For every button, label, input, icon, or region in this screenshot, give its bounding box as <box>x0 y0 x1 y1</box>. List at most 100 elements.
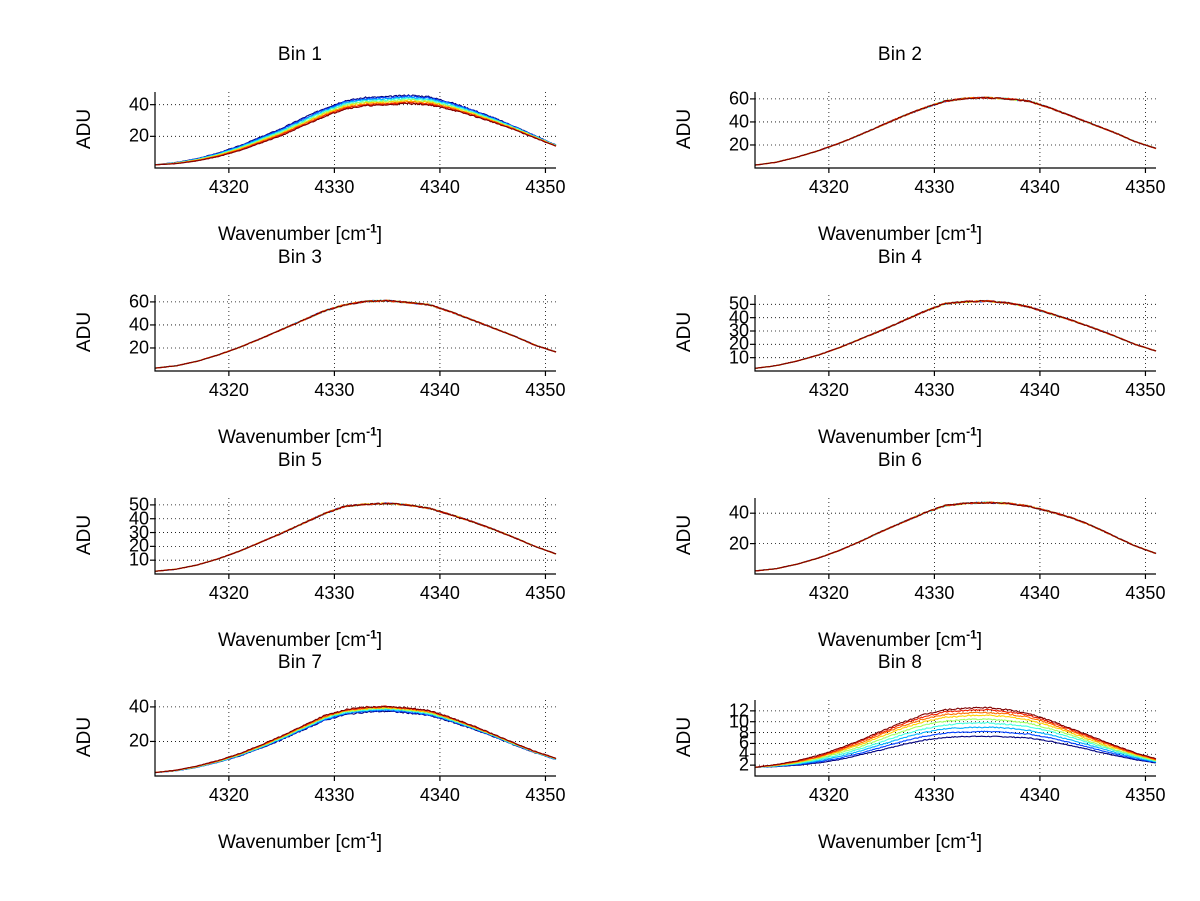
data-curve <box>154 502 557 572</box>
plot-area <box>150 295 557 376</box>
subplot-bin-2: Bin 2 ADU Wavenumber [cm-1] 4320 4330 4340 435… <box>600 40 1200 265</box>
x-axis-label-exponent: -1 <box>366 829 377 844</box>
subplot-bin-6: Bin 6 ADU Wavenumber [cm-1] 4320 4330 4340 435… <box>600 446 1200 671</box>
axes-area: ADU Wavenumber [cm-1] 4320 4330 4340 4350 20 40 <box>0 648 600 873</box>
subplot-title: Bin 8 <box>877 652 923 673</box>
subplot-bin-5: Bin 5 ADU Wavenumber [cm-1] 4320 4330 4340 435… <box>0 446 600 671</box>
x-tick-label: 4320 <box>208 380 249 400</box>
y-tick-label: 20 <box>128 535 149 556</box>
subplot-title: Bin 3 <box>277 247 323 268</box>
x-axis-label-bracket: ] <box>376 427 383 448</box>
x-tick-label: 4350 <box>1125 380 1166 400</box>
y-tick-label: 10 <box>128 549 149 570</box>
data-curve <box>154 299 557 369</box>
data-curve <box>754 96 1157 166</box>
data-curve <box>754 721 1157 768</box>
subplot-bin-8: Bin 8 ADU Wavenumber [cm-1] 4320 4330 4340 435… <box>600 648 1200 873</box>
data-curve <box>754 96 1157 166</box>
x-axis-label-text: Wavenumber [cm <box>817 630 967 651</box>
x-tick-label: 4330 <box>314 380 355 400</box>
x-axis-label-bracket: ] <box>976 832 983 853</box>
plot-area <box>150 700 557 781</box>
x-axis-label-bracket: ] <box>976 427 983 448</box>
x-axis-label: Wavenumber [cm-1] <box>0 629 600 652</box>
data-curve <box>154 502 557 572</box>
y-tick-label: 30 <box>728 320 749 341</box>
data-curve <box>754 96 1157 166</box>
y-tick-label: 30 <box>128 522 149 543</box>
data-curve <box>754 300 1157 370</box>
y-tick-label: 40 <box>128 508 149 529</box>
axes-area: ADU Wavenumber [cm-1] 4320 4330 4340 4350 20 40 <box>0 40 600 265</box>
data-curve <box>754 96 1157 166</box>
data-curve <box>154 705 557 774</box>
x-tick-label: 4350 <box>525 380 566 400</box>
x-tick-label: 4340 <box>419 785 460 805</box>
data-curve <box>754 501 1157 572</box>
data-curve <box>754 501 1157 572</box>
axis-lines <box>754 700 1156 777</box>
x-tick-label: 4320 <box>208 177 249 197</box>
data-curve <box>154 502 557 572</box>
axes-area: ADU Wavenumber [cm-1] 4320 4330 4340 4350 20 40… <box>600 40 1200 265</box>
data-curve <box>754 730 1157 768</box>
data-curve <box>154 502 557 572</box>
data-curve <box>754 299 1157 369</box>
axis-lines <box>754 92 1156 169</box>
data-curve <box>754 299 1157 370</box>
x-tick-label: 4330 <box>914 380 955 400</box>
x-axis-label-text: Wavenumber [cm <box>817 427 967 448</box>
data-curve <box>154 299 557 369</box>
data-curve <box>154 502 557 572</box>
x-tick-label: 4320 <box>808 177 849 197</box>
data-curve <box>754 96 1157 166</box>
y-tick-label: 50 <box>128 494 149 515</box>
axis-lines <box>154 498 556 575</box>
x-axis-label: Wavenumber [cm-1] <box>600 424 1200 449</box>
x-tick-label: 4340 <box>1019 380 1060 400</box>
x-tick-label: 4330 <box>914 177 955 197</box>
plot-area <box>750 700 1157 781</box>
axes-area: ADU Wavenumber [cm-1] 4320 4330 4340 4350 10 20… <box>600 243 1200 468</box>
y-tick-label: 10 <box>728 347 749 368</box>
data-curve <box>154 708 557 774</box>
x-tick-label: 4350 <box>1125 177 1166 197</box>
x-tick-label: 4350 <box>1125 583 1166 603</box>
data-curve <box>754 299 1157 369</box>
axis-lines <box>754 498 1156 575</box>
data-curve <box>754 299 1157 369</box>
data-curve <box>154 299 557 369</box>
plot-area <box>150 498 557 579</box>
x-axis-label-text: Wavenumber [cm <box>217 427 367 448</box>
x-axis-label-exponent: -1 <box>966 424 977 439</box>
y-tick-label: 10 <box>728 711 749 732</box>
y-tick-label: 20 <box>128 730 149 751</box>
data-curve <box>754 299 1157 369</box>
x-tick-label: 4340 <box>1019 177 1060 197</box>
x-axis-label-text: Wavenumber [cm <box>817 224 967 245</box>
data-curve <box>754 501 1157 572</box>
x-axis-label-exponent: -1 <box>366 221 377 236</box>
data-curve <box>754 299 1157 369</box>
axis-lines <box>154 92 556 169</box>
x-axis-label-text: Wavenumber [cm <box>217 832 367 853</box>
y-tick-label: 40 <box>128 94 149 115</box>
data-curve <box>154 299 557 369</box>
y-tick-label: 20 <box>728 533 749 554</box>
x-axis-label-bracket: ] <box>376 630 383 651</box>
data-curve <box>754 96 1157 166</box>
x-axis-label: Wavenumber [cm-1] <box>600 629 1200 652</box>
axis-lines <box>754 295 1156 372</box>
subplot-title: Bin 7 <box>277 652 323 673</box>
x-tick-label: 4340 <box>1019 785 1060 805</box>
data-curve <box>154 502 557 572</box>
data-curve <box>754 501 1157 572</box>
y-tick-label: 12 <box>728 700 749 721</box>
x-axis-label-text: Wavenumber [cm <box>817 832 967 853</box>
y-tick-label: 20 <box>728 333 749 354</box>
data-curve <box>754 299 1157 369</box>
x-tick-label: 4330 <box>914 785 955 805</box>
y-tick-label: 40 <box>728 307 749 328</box>
y-tick-label: 60 <box>728 88 749 109</box>
x-axis-label-exponent: -1 <box>966 829 977 844</box>
